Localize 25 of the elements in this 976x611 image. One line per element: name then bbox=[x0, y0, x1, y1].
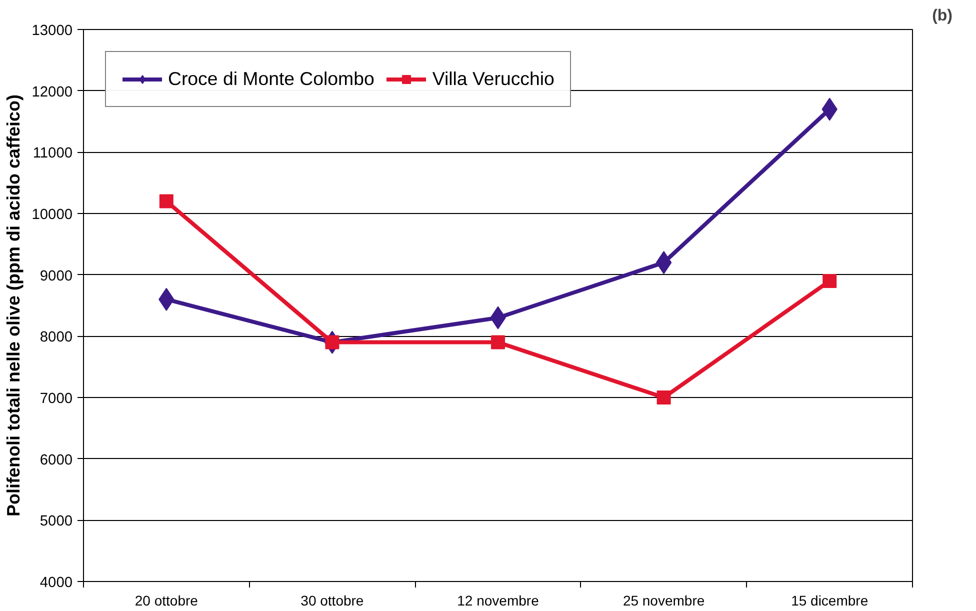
y-tick-label: 8000 bbox=[40, 330, 73, 346]
y-tick-label: 13000 bbox=[32, 23, 73, 39]
text: (b) bbox=[932, 8, 953, 24]
x-tick-label: 30 ottobre bbox=[300, 592, 364, 608]
legend-label: Villa Verucchio bbox=[432, 68, 554, 90]
x-tick-label: 25 novembre bbox=[622, 592, 705, 608]
y-tick-label: 6000 bbox=[40, 452, 73, 468]
y-tick-label: 5000 bbox=[40, 514, 73, 530]
y-tick-label: 11000 bbox=[32, 146, 73, 162]
point bbox=[656, 390, 671, 404]
legend-label: Croce di Monte Colombo bbox=[168, 68, 374, 90]
y-tick-label: 4000 bbox=[40, 575, 73, 591]
y-tick-label: 9000 bbox=[40, 268, 73, 284]
y-tick-label: 10000 bbox=[32, 207, 73, 223]
y-tick-label: 12000 bbox=[32, 84, 73, 100]
x-tick-label: 12 novembre bbox=[457, 592, 540, 608]
x-tick-label: 20 ottobre bbox=[134, 592, 198, 608]
y-axis-title: Polifenoli totali nelle olive (ppm di acido caffeico) bbox=[4, 94, 24, 517]
point bbox=[491, 335, 505, 350]
x-tick-label: 15 dicembre bbox=[791, 592, 868, 608]
point bbox=[325, 335, 340, 350]
y-tick-label: 7000 bbox=[40, 391, 73, 407]
point bbox=[656, 251, 672, 274]
point bbox=[822, 274, 837, 288]
point bbox=[159, 194, 174, 208]
